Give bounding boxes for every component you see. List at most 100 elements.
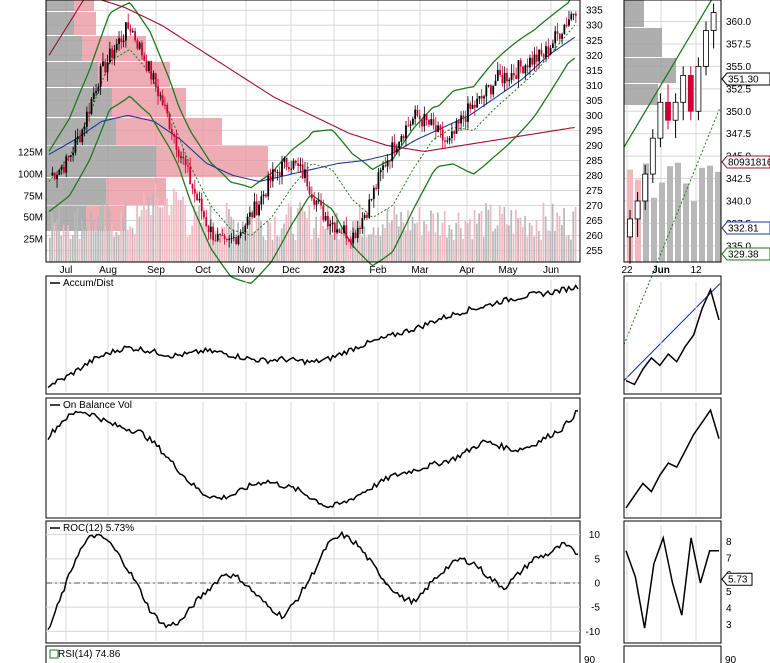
volume-bar [184,205,187,262]
volume-bar [572,211,575,262]
volume-bar [53,222,56,262]
candle-body [538,49,541,62]
candle-body [565,24,568,26]
candle-body [437,125,440,132]
volume-bar [110,224,113,262]
candle-body [111,48,114,59]
volume-bar [340,230,343,262]
roc-tick-label: 0 [594,579,600,590]
candle-body [439,125,442,130]
volume-bar [365,236,368,262]
date-tick-label: Jul [60,265,73,276]
price-axis: 335 330 325 320 315 310 305 300 295 290 285 280 275 2… [586,6,603,257]
volume-bar [475,223,478,262]
volume-bar [554,230,556,262]
volume-bar [315,216,317,262]
volume-bar [147,197,150,262]
roc-tick-label: 10 [589,530,601,541]
candle-body [327,216,329,227]
zoom-volume-bar [643,163,649,262]
volume-bar [85,226,88,262]
volume-bar [255,217,258,262]
zoom-date-tick-label: Jun [652,265,670,276]
volume-bar [150,214,152,262]
roc-tick-label: -5 [591,603,600,614]
candle-body [572,13,575,15]
candle-body [230,238,233,240]
sma-200-line [48,0,575,152]
date-tick-label: Mar [411,265,429,276]
volume-bar [384,228,386,262]
volume-bar [540,239,542,262]
candle-body [352,232,355,244]
price-candles [51,10,577,250]
volume-bar [244,228,246,262]
volume-bar [168,215,171,262]
date-tick-label: 2023 [323,265,346,276]
date-axis: Jul Aug Sep Oct Nov Dec 2023 Feb Mar Apr May Jun [60,265,559,276]
candle-body [331,222,334,225]
volume-bar [420,235,423,262]
volume-bar [439,236,441,262]
volume-bar [411,216,414,262]
volume-bar [478,213,480,262]
candle-body [574,13,577,16]
volume-bar [276,236,278,262]
candle-body [97,86,100,92]
candle-body [297,163,299,167]
candle-body [542,54,545,58]
volume-bar [533,236,536,262]
candle-body [219,234,221,236]
volume-bar [172,188,175,262]
candle-body [58,169,61,175]
volume-bar [124,203,127,262]
candle-body [92,92,95,99]
candle-body [299,164,302,167]
date-tick-label: May [499,265,518,276]
candle-body [81,129,84,143]
roc-frame [45,520,581,644]
volume-bar [156,196,159,262]
price-tick-label: 305 [586,96,603,107]
candle-body [535,54,538,62]
candle-body [214,240,217,242]
volume-bar [547,230,549,262]
zoom-roc-line [625,535,719,629]
candle-body [483,96,485,99]
roc-line [47,530,578,631]
volume-bar [466,223,469,262]
candle-body [526,65,529,68]
volume-bar [113,236,115,262]
volume-bar [542,202,545,262]
zoom-candle-body [680,74,687,103]
volume-bar [342,235,345,262]
candle-body [485,85,488,97]
volume-bar [450,229,453,262]
candle-body [340,232,343,234]
candle-body [471,104,474,109]
volume-bar [104,225,106,262]
accum-dist-line [47,284,579,389]
candle-body [522,66,524,74]
zoom-bollinger-upper [623,0,713,148]
candle-body [189,166,192,185]
candle-body [127,22,130,29]
candle-body [386,160,389,167]
volume-bar [195,211,198,262]
candle-body [79,136,81,143]
volume-bar [526,236,529,262]
candle-body [177,149,180,157]
zoom-date-axis: 22 Jun 12 [621,265,702,276]
zoom-price-tick-label: 360.0 [726,17,751,28]
volume-bar [271,239,274,262]
candle-body [370,199,373,201]
candle-body [333,222,336,233]
volume-bar [106,204,109,262]
candle-body [269,175,272,182]
candle-body [262,194,265,197]
volume-bar [402,222,405,262]
volume-bar [253,231,256,262]
candle-body [173,134,176,137]
candle-body [223,235,226,240]
rsi-frame [45,645,581,663]
